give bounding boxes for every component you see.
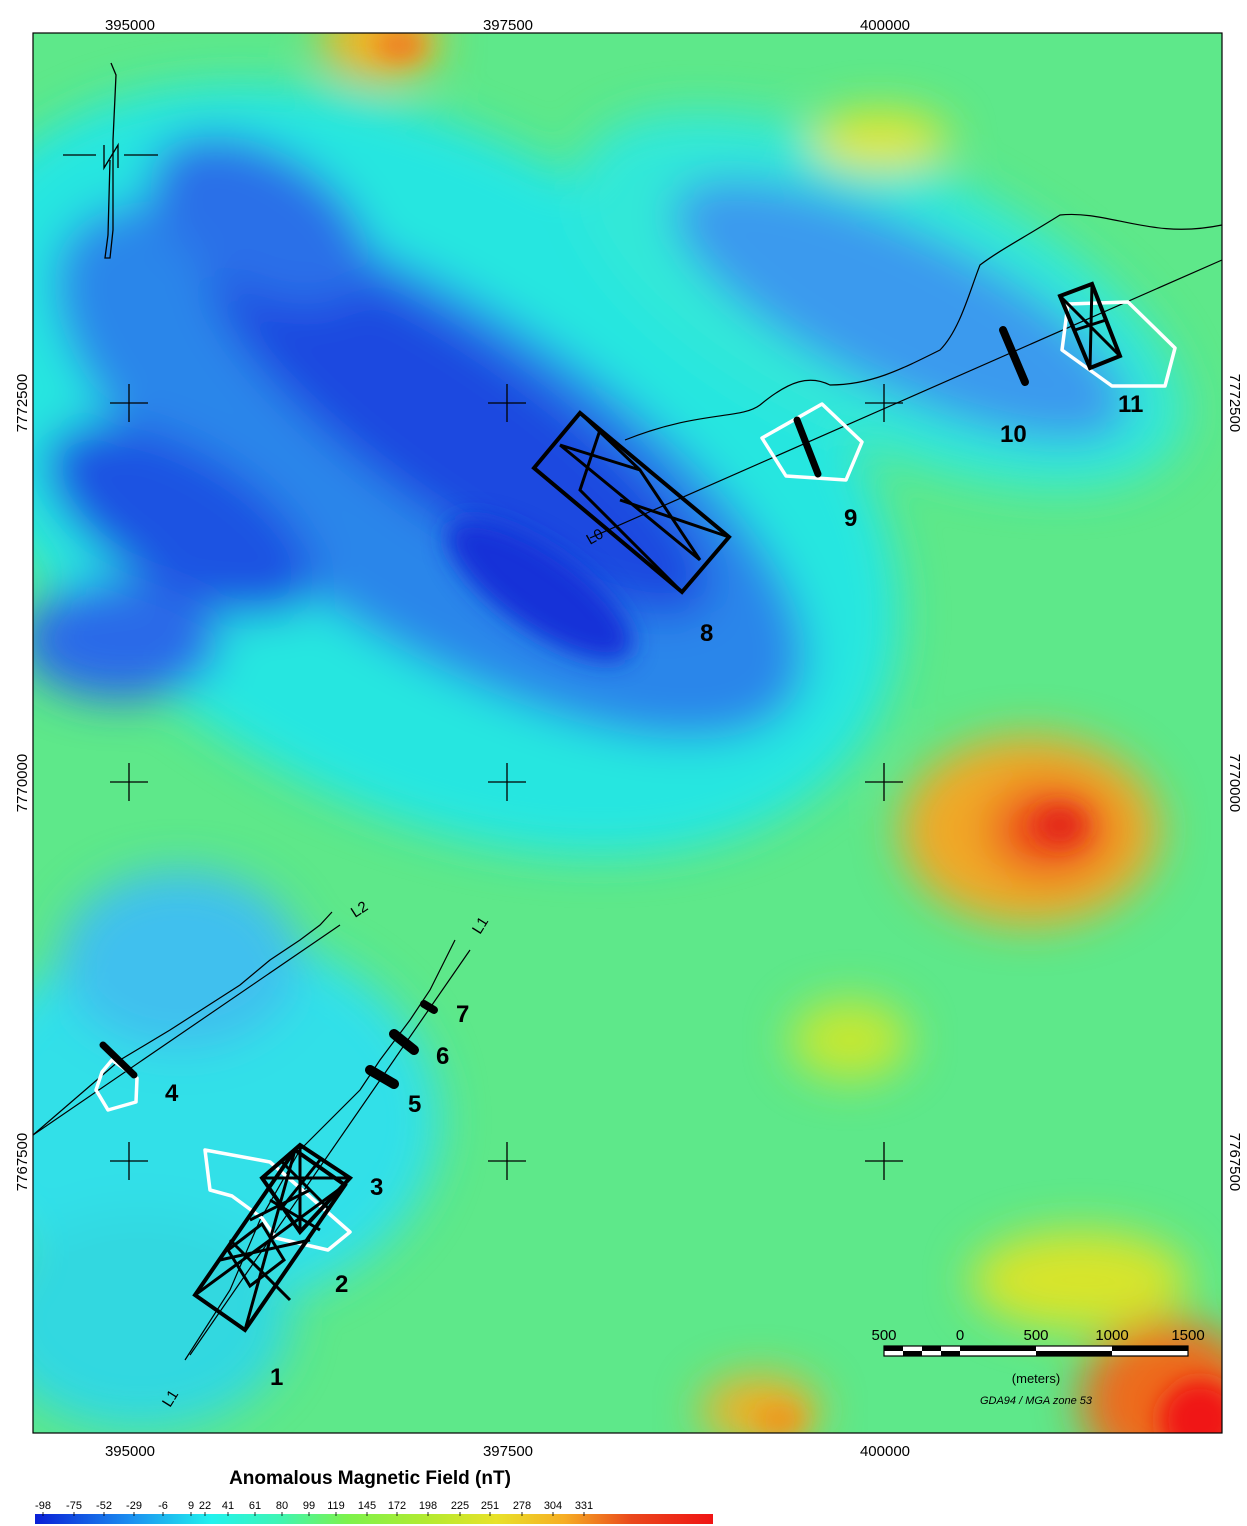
survey-profile-l1 <box>184 939 456 1361</box>
legend-tick-label: 9 <box>188 1500 194 1512</box>
scale-unit: (meters) <box>1012 1371 1060 1386</box>
x-tick-label-top: 400000 <box>860 17 910 34</box>
legend-tick-label: -52 <box>96 1500 112 1512</box>
target-label-7: 7 <box>456 1001 469 1028</box>
legend-tick-label: 61 <box>249 1500 261 1512</box>
legend-tick-label: 80 <box>276 1500 288 1512</box>
legend-tick-label: 331 <box>575 1500 593 1512</box>
x-tick-label-top: 395000 <box>105 17 155 34</box>
scale-label: 500 <box>1023 1327 1048 1344</box>
scale-bar: 500 0 500 1000 1500 (meters) GDA94 / MGA… <box>871 1327 1204 1407</box>
target-label-5: 5 <box>408 1091 421 1118</box>
target-label-8: 8 <box>700 620 713 647</box>
legend-tick-label: 304 <box>544 1500 562 1512</box>
scale-label: 0 <box>956 1327 964 1344</box>
anomaly-outline-9 <box>760 402 864 482</box>
legend-title: Anomalous Magnetic Field (nT) <box>229 1468 511 1489</box>
x-tick-label-bottom: 397500 <box>483 1443 533 1460</box>
legend-tick-label: -75 <box>66 1500 82 1512</box>
survey-line-l0 <box>589 259 1223 539</box>
y-tick-label-left: 7770000 <box>14 754 31 812</box>
survey-line-l1 <box>189 949 471 1356</box>
legend-tick-label: 225 <box>451 1500 469 1512</box>
y-tick-label-right: 7770000 <box>1226 754 1243 812</box>
target-markers <box>192 281 1123 1333</box>
y-tick-label-left: 7767500 <box>14 1133 31 1191</box>
y-tick-label-right: 7772500 <box>1226 374 1243 432</box>
target-2-box <box>226 1221 286 1289</box>
legend-ticks: -98 -75 -52 -29 -6 9 22 41 61 80 99 119 145 172 198 225… <box>35 1500 593 1516</box>
target-9-segment <box>793 416 822 478</box>
target-label-1: 1 <box>270 1364 283 1391</box>
target-5-segment <box>365 1065 399 1089</box>
x-tick-label-top: 397500 <box>483 17 533 34</box>
y-tick-label-left: 7772500 <box>14 374 31 432</box>
survey-line-label: L1 <box>159 1387 182 1410</box>
survey-profile-l2 <box>32 911 333 1136</box>
legend-tick-label: -29 <box>126 1500 142 1512</box>
target-6-segment <box>389 1029 419 1055</box>
magnetic-field-raster <box>33 33 1222 1433</box>
x-tick-label-bottom: 395000 <box>105 1443 155 1460</box>
north-arrow-icon <box>63 62 158 259</box>
map-frame <box>32 32 1223 1434</box>
survey-lines <box>32 213 1223 1361</box>
y-tick-label-right: 7767500 <box>1226 1133 1243 1191</box>
survey-line-label: L2 <box>348 898 371 921</box>
target-label-6: 6 <box>436 1043 449 1070</box>
target-segments <box>99 326 1029 1089</box>
x-tick-label-bottom: 400000 <box>860 1443 910 1460</box>
scale-label: 1500 <box>1171 1327 1204 1344</box>
target-4-segment <box>99 1041 138 1079</box>
target-label-3: 3 <box>370 1174 383 1201</box>
target-label-11: 11 <box>1118 391 1143 418</box>
target-label-9: 9 <box>844 505 857 532</box>
legend-tick-label: 172 <box>388 1500 406 1512</box>
legend-tick-label: -98 <box>35 1500 51 1512</box>
survey-line-label: L0 <box>584 525 607 548</box>
color-legend: Anomalous Magnetic Field (nT) -98 -75 -52-… <box>35 1468 713 1524</box>
legend-tick-label: 41 <box>222 1500 234 1512</box>
legend-tick-label: 251 <box>481 1500 499 1512</box>
legend-color-bar <box>35 1514 713 1524</box>
legend-tick-label: 119 <box>327 1500 345 1512</box>
target-label-2: 2 <box>335 1271 348 1298</box>
scale-label: 500 <box>871 1327 896 1344</box>
anomaly-outline-11 <box>1060 300 1177 388</box>
scale-label: 1000 <box>1095 1327 1128 1344</box>
scale-crs: GDA94 / MGA zone 53 <box>980 1395 1093 1407</box>
legend-tick-label: 278 <box>513 1500 531 1512</box>
target-7-segment <box>420 1000 438 1014</box>
target-10-segment <box>999 326 1029 386</box>
target-label-10: 10 <box>1000 421 1027 448</box>
survey-profile-l0 <box>624 213 1223 441</box>
survey-line-label: L1 <box>469 914 492 937</box>
legend-tick-label: 198 <box>419 1500 437 1512</box>
anomaly-outline-4 <box>94 1058 139 1112</box>
target-labels: 1 2 3 4 5 6 7 8 9 10 11 <box>165 391 1143 1391</box>
survey-line-l2 <box>32 924 341 1136</box>
target-label-4: 4 <box>165 1080 179 1107</box>
legend-tick-label: 145 <box>358 1500 376 1512</box>
legend-tick-label: -6 <box>158 1500 168 1512</box>
legend-tick-label: 22 <box>199 1500 211 1512</box>
legend-tick-label: 99 <box>303 1500 315 1512</box>
